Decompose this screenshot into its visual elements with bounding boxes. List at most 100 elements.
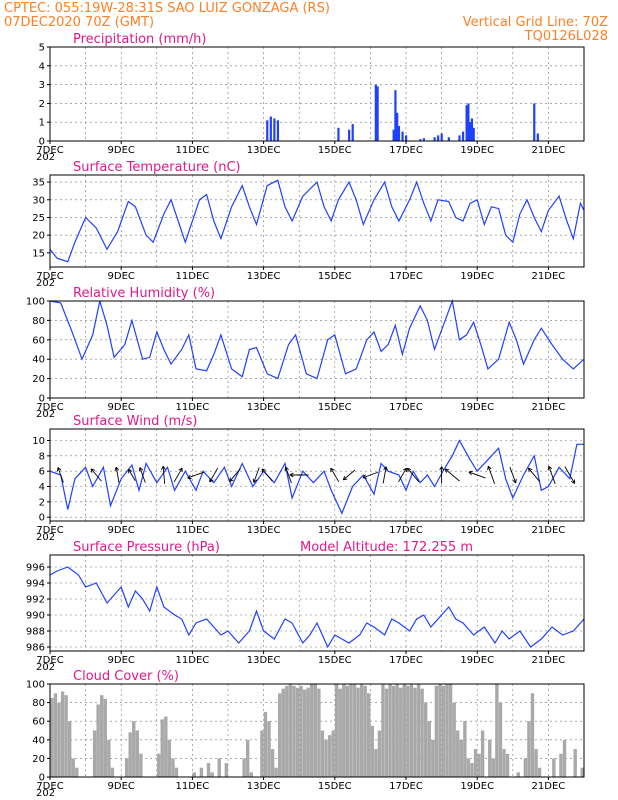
panel-title: Cloud Cover (%): [73, 669, 179, 684]
y-tick-label: 4: [39, 61, 45, 72]
cloud-bar: [278, 693, 282, 777]
precip-bar: [433, 137, 436, 141]
x-tick-label: 19DEC: [460, 402, 494, 413]
y-tick-label: 986: [26, 643, 45, 654]
header-grid-note: Vertical Grid Line: 70Z: [463, 15, 608, 30]
panel-title: Surface Wind (m/s): [73, 414, 197, 429]
cloud-bar: [53, 693, 58, 777]
cloud-bar: [135, 730, 140, 777]
precip-bar: [419, 139, 422, 141]
cloud-bar: [60, 691, 65, 777]
cloud-bar: [274, 767, 278, 777]
cloud-bar: [448, 684, 453, 777]
cloud-bar: [377, 730, 382, 777]
precip-bar: [536, 133, 539, 141]
cloud-bar: [466, 758, 471, 777]
cloud-bar: [416, 684, 421, 777]
wind-arrow: [128, 468, 136, 481]
cloud-bar: [537, 767, 542, 777]
precip-bar: [273, 118, 276, 141]
wind-arrow: [173, 467, 183, 483]
panel-title: Surface Temperature (nC): [73, 160, 241, 175]
y-tick-label: 990: [26, 611, 45, 622]
precip-bar: [469, 122, 472, 141]
precip-bar: [276, 120, 280, 141]
series-line: [49, 566, 585, 649]
precip-bar: [269, 116, 272, 141]
series-line: [49, 439, 584, 515]
cloud-bar: [459, 739, 463, 777]
y-tick-label: 35: [32, 178, 45, 189]
y-tick-label: 20: [32, 754, 45, 765]
x-tick-label: 7DEC: [36, 145, 63, 156]
cloud-bar: [552, 758, 556, 777]
series-line: [49, 179, 585, 263]
y-tick-label: 0: [39, 394, 45, 405]
x-tick-label: 13DEC: [247, 525, 281, 536]
x-tick-label: 7DEC: [36, 781, 63, 792]
cloud-bar: [320, 730, 325, 777]
cloud-bar: [224, 763, 229, 777]
cloud-bar: [374, 749, 378, 777]
x-tick-label: 7DEC: [36, 402, 63, 413]
wind-arrow: [289, 472, 309, 478]
x-tick-label: 19DEC: [460, 655, 494, 666]
x-tick-label: 17DEC: [389, 402, 423, 413]
cloud-bar: [124, 758, 129, 777]
x-year-stub: 202: [36, 788, 55, 799]
precip-bar: [470, 118, 474, 141]
cloud-bar: [530, 693, 535, 777]
y-tick-label: 20: [32, 231, 45, 242]
x-tick-label: 21DEC: [532, 402, 566, 413]
precip-bar: [351, 124, 354, 141]
y-tick-label: 988: [26, 627, 45, 638]
cloud-bar: [573, 749, 577, 777]
cloud-bar: [324, 739, 328, 777]
cloud-bar: [334, 684, 339, 777]
wind-arrow: [161, 465, 166, 484]
precip-bar: [401, 131, 404, 141]
cloud-bar: [402, 684, 407, 777]
x-tick-label: 17DEC: [389, 145, 423, 156]
wind-arrow: [527, 467, 541, 483]
x-year-stub: 202: [36, 278, 55, 289]
wind-arrow: [487, 465, 496, 484]
cloud-bar: [67, 721, 72, 777]
y-tick-label: 10: [32, 436, 45, 447]
x-tick-label: 21DEC: [532, 525, 566, 536]
cloud-bar: [110, 767, 115, 777]
y-tick-label: 80: [32, 316, 45, 327]
panel-frame: [49, 46, 585, 142]
x-tick-label: 7DEC: [36, 271, 63, 282]
precip-bar: [458, 135, 461, 141]
x-tick-label: 13DEC: [247, 145, 281, 156]
x-tick-label: 9DEC: [108, 655, 135, 666]
precip-bar: [337, 127, 340, 141]
cloud-bar: [249, 772, 253, 777]
panel-5: 986 988 990 992 994 996 7DEC 9DEC 11DEC 13DEC 15DE…: [26, 540, 585, 673]
wind-arrow: [330, 467, 340, 483]
panel-subtitle: Model Altitude: 172.255 m: [300, 540, 473, 555]
cloud-bar: [423, 702, 428, 777]
x-tick-label: 9DEC: [108, 781, 135, 792]
x-tick-label: 19DEC: [460, 781, 494, 792]
wind-arrow: [468, 470, 486, 479]
x-tick-label: 7DEC: [36, 525, 63, 536]
panel-frame: [49, 683, 585, 778]
wind-arrow: [90, 468, 102, 482]
x-year-stub: 202: [36, 409, 55, 420]
cloud-bar: [384, 688, 389, 777]
x-tick-label: 15DEC: [318, 525, 352, 536]
x-year-stub: 202: [36, 532, 55, 543]
y-tick-label: 40: [32, 355, 45, 366]
cloud-bar: [206, 763, 211, 777]
y-tick-label: 5: [39, 43, 45, 54]
cloud-bar: [96, 704, 100, 777]
wind-arrow: [406, 467, 420, 483]
cloud-bar: [580, 767, 585, 777]
precip-bar: [392, 129, 395, 141]
x-tick-label: 9DEC: [108, 402, 135, 413]
y-tick-label: 30: [32, 195, 45, 206]
y-tick-label: 2: [39, 497, 45, 508]
x-tick-label: 13DEC: [247, 655, 281, 666]
